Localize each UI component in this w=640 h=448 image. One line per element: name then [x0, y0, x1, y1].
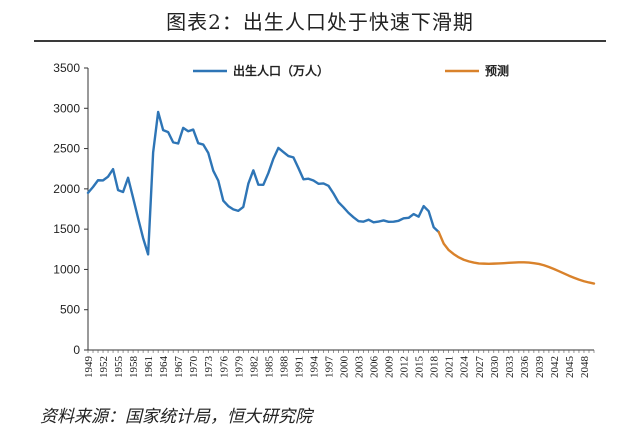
x-tick-label: 2003 — [354, 356, 366, 379]
x-tick-label: 1991 — [293, 356, 305, 378]
x-tick-label: 2048 — [579, 356, 591, 379]
y-tick-label: 2000 — [53, 182, 80, 196]
x-tick-label: 2036 — [519, 356, 531, 379]
y-tick-label: 0 — [73, 343, 80, 357]
x-tick-label: 1976 — [218, 356, 230, 379]
x-tick-label: 2039 — [534, 356, 546, 379]
y-tick-label: 500 — [60, 303, 80, 317]
x-tick-label: 2009 — [384, 356, 396, 379]
x-tick-label: 1961 — [143, 356, 155, 378]
chart-lines — [86, 110, 596, 285]
x-tick-label: 1949 — [83, 356, 95, 379]
series-line-historical — [86, 110, 440, 256]
x-tick-label: 1985 — [263, 356, 275, 379]
x-tick-label: 2033 — [504, 356, 516, 379]
chart-axes: 0 500 1000 1500 2000 2500 3000 3500 1949 1952 1955… — [53, 61, 595, 379]
x-tick-label: 1994 — [308, 356, 320, 379]
x-tick-label: 1967 — [173, 356, 185, 379]
x-tick-label: 1955 — [113, 356, 125, 379]
y-tick-label: 2500 — [53, 142, 80, 156]
y-tick-label: 1000 — [53, 262, 80, 276]
x-tick-label: 2027 — [474, 356, 486, 379]
y-tick-label: 1500 — [53, 222, 80, 236]
x-tick-label: 1997 — [323, 356, 335, 379]
chart-title: 图表2：出生人口处于快速下滑期 — [166, 10, 474, 34]
x-tick-label: 2012 — [399, 356, 411, 378]
x-tick-label: 1973 — [203, 356, 215, 379]
x-tick-label: 1964 — [158, 356, 170, 379]
x-tick-label: 2021 — [444, 356, 456, 378]
y-tick-label: 3000 — [53, 101, 80, 115]
y-tick-label: 3500 — [53, 61, 80, 75]
legend-label-historical: 出生人口（万人） — [233, 63, 329, 78]
x-tick-label: 1970 — [188, 356, 200, 379]
x-tick-label: 2045 — [564, 356, 576, 379]
source-note: 资料来源：国家统计局，恒大研究院 — [40, 407, 312, 427]
title-divider — [34, 40, 606, 42]
chart-legend: 出生人口（万人） 预测 — [193, 63, 509, 78]
x-tick-label: 2015 — [414, 356, 426, 379]
x-tick-label: 2006 — [369, 356, 381, 379]
x-tick-label: 1988 — [278, 356, 290, 379]
x-tick-label: 2042 — [549, 356, 561, 378]
x-tick-label: 1958 — [128, 356, 140, 379]
series-line-forecast — [437, 230, 596, 285]
x-tick-label: 1982 — [248, 356, 260, 378]
x-tick-label: 2018 — [429, 356, 441, 379]
x-tick-label: 2024 — [459, 356, 471, 379]
x-tick-label: 2000 — [339, 356, 351, 379]
x-tick-label: 1979 — [233, 356, 245, 379]
x-tick-label: 1952 — [98, 356, 110, 378]
x-tick-label: 2030 — [489, 356, 501, 379]
legend-label-forecast: 预测 — [485, 63, 509, 78]
